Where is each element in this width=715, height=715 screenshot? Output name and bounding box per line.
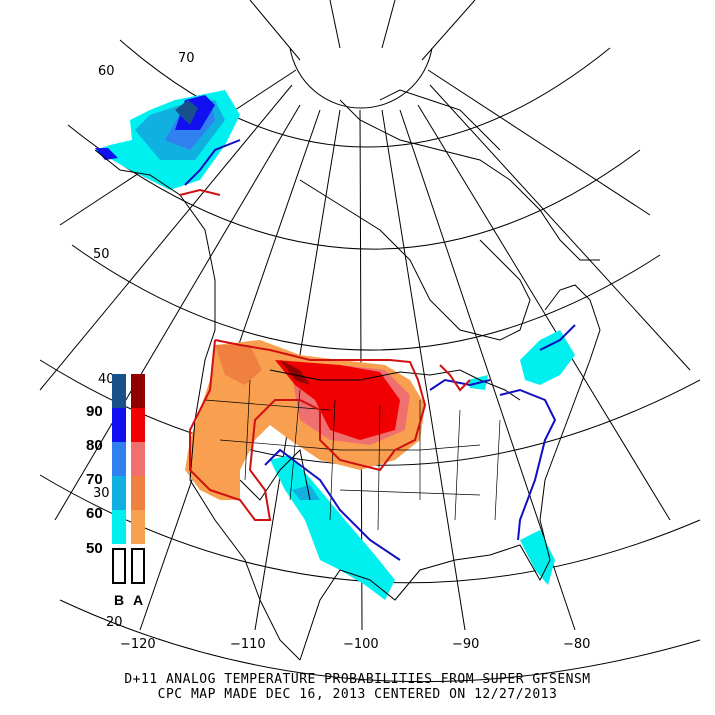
legend-above-50 <box>131 510 145 544</box>
legend-level-70: 70 <box>86 471 103 488</box>
lon-label-100: −100 <box>343 637 379 652</box>
lat-label-60: 60 <box>98 64 115 79</box>
legend-level-80: 80 <box>86 437 103 454</box>
caption-line-1: D+11 ANALOG TEMPERATURE PROBABILITIES FR… <box>124 672 591 687</box>
legend-below-50 <box>112 510 126 544</box>
legend-below-box <box>112 548 126 584</box>
lat-label-40: 40 <box>98 372 115 387</box>
polar-cap <box>289 47 433 109</box>
legend-above-box <box>131 548 145 584</box>
lat-label-50: 50 <box>93 247 110 262</box>
below-normal-regions <box>95 90 575 600</box>
lon-label-120: −120 <box>120 637 156 652</box>
legend-level-90: 90 <box>86 403 103 420</box>
lon-label-110: −110 <box>230 637 266 652</box>
contour-above <box>179 188 471 521</box>
legend-above-label: A <box>133 592 144 608</box>
legend-above-80 <box>131 408 145 442</box>
caption-line-2: CPC MAP MADE DEC 16, 2013 CENTERED ON 12… <box>157 687 558 702</box>
above-normal-regions <box>185 340 425 500</box>
coastlines <box>94 89 601 661</box>
lat-label-20: 20 <box>106 615 123 630</box>
legend-above-70 <box>131 442 145 476</box>
lon-label-90: −90 <box>452 637 479 652</box>
legend-below-label: B <box>114 592 125 608</box>
legend-below-80 <box>112 408 126 442</box>
legend-above-60 <box>131 476 145 510</box>
state-borders <box>204 379 501 531</box>
longitude-lines <box>39 0 691 631</box>
legend-level-50: 50 <box>86 540 103 557</box>
legend-below-70 <box>112 442 126 476</box>
legend-below-90 <box>112 374 126 408</box>
legend-above-90 <box>131 374 145 408</box>
lon-label-80: −80 <box>563 637 590 652</box>
legend-below-60 <box>112 476 126 510</box>
lat-label-30: 30 <box>93 486 110 501</box>
legend-level-60: 60 <box>86 505 103 522</box>
contour-below <box>184 139 576 561</box>
lat-label-70: 70 <box>178 51 195 66</box>
